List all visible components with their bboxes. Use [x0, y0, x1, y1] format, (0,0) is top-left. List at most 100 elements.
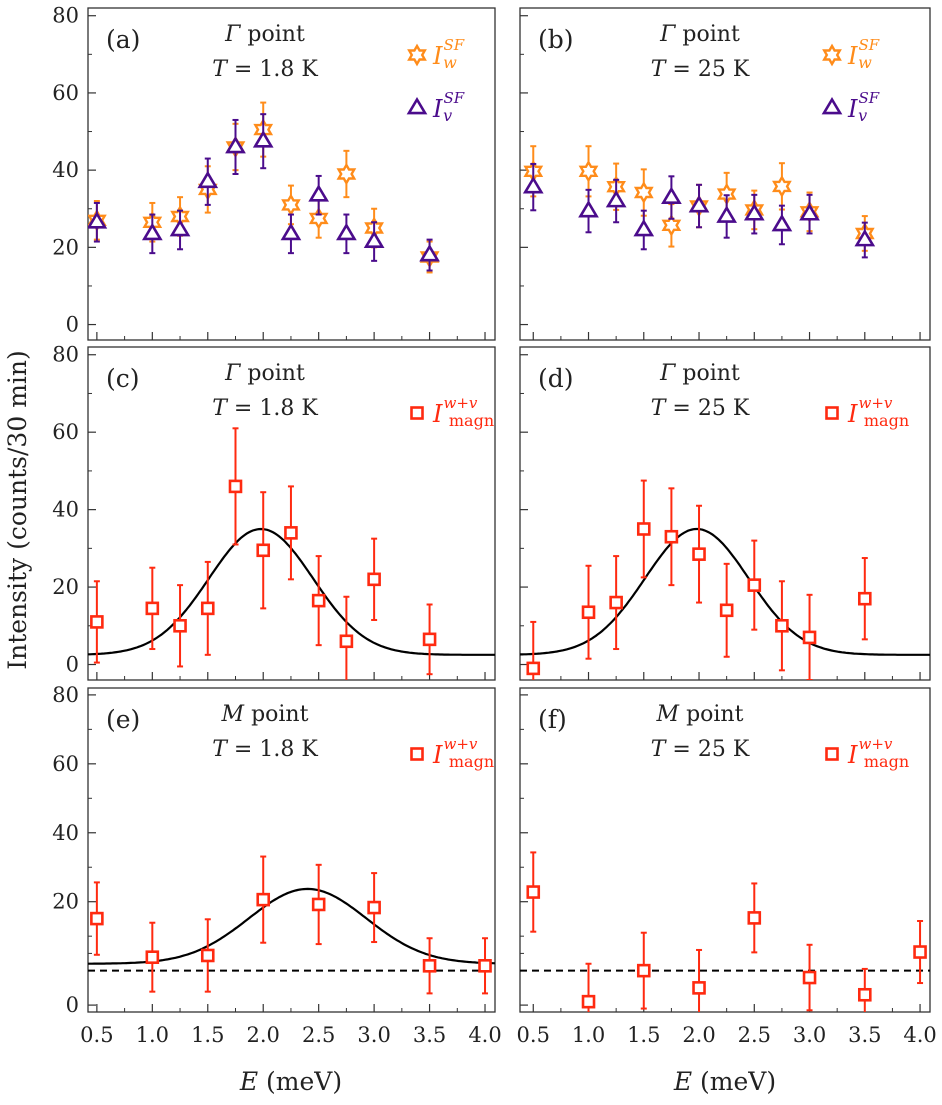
data-point	[747, 578, 762, 592]
legend-main: I	[847, 741, 858, 769]
legend-subscript: magn	[864, 411, 909, 430]
data-point	[197, 170, 219, 189]
legend-main: I	[847, 400, 858, 428]
data-point	[367, 572, 381, 587]
data-point	[578, 159, 599, 183]
data-point	[661, 186, 682, 204]
legend-entry: ISF w	[822, 36, 880, 72]
data-point	[716, 205, 738, 223]
data-point	[363, 230, 385, 248]
temperature-label: T = 1.8 K	[212, 57, 318, 82]
point-symbol: Γ	[224, 361, 241, 386]
location-label: Γ point	[659, 22, 740, 47]
panel-label: (d)	[538, 364, 574, 393]
legend-main: I	[432, 95, 443, 123]
data-point	[88, 211, 108, 229]
panel-label: (e)	[106, 705, 140, 734]
data-point	[664, 529, 679, 544]
data-point	[256, 892, 271, 907]
temperature-value: = 25 K	[665, 57, 749, 82]
panel-d: Iw+v magn (d) Γ point T = 25 K	[519, 346, 931, 681]
data-point	[336, 162, 357, 186]
data-point	[256, 543, 271, 558]
legend-main: I	[847, 42, 858, 70]
legend-subscript: v	[858, 106, 867, 125]
legend-label: ISF v	[432, 89, 465, 125]
data-point	[200, 601, 215, 616]
y-tick-label: 0	[66, 993, 79, 1017]
location-label: M point	[221, 702, 309, 727]
point-symbol: Γ	[659, 22, 676, 47]
legend-label: Iw+v magn	[432, 735, 494, 771]
legend-subscript: magn	[449, 752, 494, 771]
temperature-value: = 1.8 K	[227, 57, 318, 82]
data-point	[90, 615, 104, 629]
data-point	[636, 963, 651, 978]
legend-superscript: w+v	[443, 394, 477, 412]
y-tick-label: 60	[52, 752, 79, 776]
data-point	[913, 945, 927, 959]
legend-marker	[410, 406, 424, 420]
legend-marker	[821, 96, 843, 115]
temperature-value: = 1.8 K	[227, 396, 318, 421]
x-tick-label: 1.0	[136, 1023, 169, 1047]
temperature-symbol: T	[651, 57, 668, 82]
data-point	[336, 222, 357, 241]
legend-subscript: w	[858, 53, 872, 72]
data-point	[633, 181, 654, 204]
point-word: point	[244, 702, 309, 727]
x-tick-label: 4.0	[903, 1023, 936, 1047]
temperature-label: T = 1.8 K	[212, 737, 318, 762]
series-v	[522, 162, 876, 259]
legend-marker	[825, 406, 839, 420]
data-point	[857, 591, 872, 606]
data-point	[854, 228, 876, 247]
legend-main: I	[432, 741, 443, 769]
x-tick-label: 2.5	[738, 1023, 771, 1047]
data-point	[478, 959, 492, 973]
y-axis-title: Intensity (counts/30 min)	[3, 350, 32, 669]
data-point	[802, 630, 817, 645]
data-point	[692, 547, 706, 561]
legend-main: I	[432, 400, 443, 428]
data-point	[526, 661, 541, 676]
x-tick-label: 3.5	[848, 1023, 881, 1047]
data-point	[311, 593, 326, 608]
y-tick-label: 80	[52, 683, 79, 707]
data-point	[581, 605, 596, 620]
data-point	[633, 218, 655, 237]
point-symbol: Γ	[659, 361, 676, 386]
temperature-symbol: T	[651, 737, 668, 762]
panel-label: (b)	[538, 25, 574, 54]
legend-marker	[410, 747, 424, 761]
data-point	[578, 200, 599, 218]
legend-superscript: SF	[443, 89, 464, 107]
legend-subscript: magn	[449, 411, 494, 430]
panel-label: (f)	[538, 705, 567, 734]
panel-f: 0.5 1.0 1.5 2.0 2.5 3.0 3.5 4.0 Iw+v magn (f) M poi…	[517, 687, 937, 1047]
y-tick-label: 40	[52, 158, 79, 182]
data-point	[661, 213, 682, 237]
data-point	[771, 213, 793, 232]
location-label: Γ point	[224, 22, 305, 47]
point-word: point	[679, 702, 744, 727]
legend-main: I	[432, 42, 443, 70]
legend-entry: Iw+v magn	[410, 394, 494, 430]
series-magn	[90, 427, 437, 680]
x-axis-unit: (meV)	[692, 1067, 776, 1096]
temperature-symbol: T	[651, 396, 668, 421]
x-tick-label: 2.0	[247, 1023, 280, 1047]
y-tick-label: 20	[52, 235, 79, 259]
legend-entry: Iw+v magn	[825, 394, 909, 430]
data-point	[141, 222, 163, 241]
y-tick-label: 60	[52, 420, 79, 444]
legend-superscript: w+v	[858, 735, 892, 753]
temperature-value: = 25 K	[665, 737, 749, 762]
legend-label: Iw+v magn	[432, 394, 494, 430]
data-point	[802, 970, 817, 985]
temperature-value: = 1.8 K	[227, 737, 318, 762]
data-point	[281, 193, 301, 217]
temperature-label: T = 25 K	[651, 737, 750, 762]
